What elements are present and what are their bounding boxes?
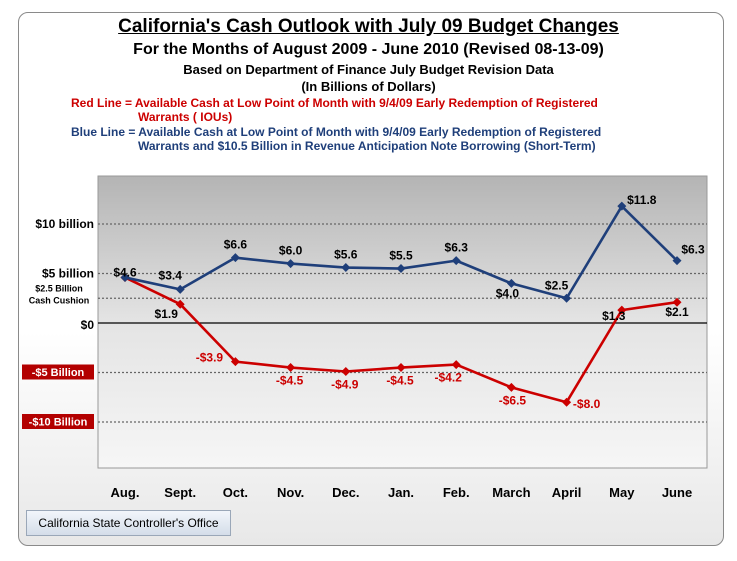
chart-subtitle-units: (In Billions of Dollars) xyxy=(301,79,436,94)
red-data-point xyxy=(451,360,461,370)
red-data-point xyxy=(617,305,627,315)
blue-data-point xyxy=(341,263,351,273)
blue-data-label: $6.3 xyxy=(681,243,705,257)
blue-data-point xyxy=(286,259,296,269)
x-tick-label: Jan. xyxy=(388,485,414,500)
x-tick-label: March xyxy=(492,485,530,500)
red-data-label: -$6.5 xyxy=(499,393,527,407)
x-tick-label: Sept. xyxy=(164,485,196,500)
blue-data-label: $5.6 xyxy=(334,248,358,262)
red-data-label: $1.3 xyxy=(602,309,626,323)
red-data-label: -$4.9 xyxy=(331,378,359,392)
chart-subtitle-source: Based on Department of Finance July Budg… xyxy=(183,62,554,77)
x-tick-label: April xyxy=(552,485,582,500)
blue-data-point xyxy=(451,256,461,266)
ref-neg-5-label: -$5 Billion xyxy=(32,367,85,379)
blue-data-label: $4.6 xyxy=(113,265,137,279)
x-tick-label: Dec. xyxy=(332,485,359,500)
blue-data-point xyxy=(672,256,682,266)
blue-data-label: $6.6 xyxy=(224,238,248,252)
blue-data-label: $5.5 xyxy=(389,249,413,263)
x-tick-label: May xyxy=(609,485,635,500)
red-data-point xyxy=(286,363,296,373)
red-series: $1.9 -$3.9 -$4.5 -$4.9 -$4.5 -$4.2 -$6.5 -$8.0 $… xyxy=(120,272,689,411)
blue-data-point xyxy=(120,272,130,282)
blue-data-point xyxy=(230,253,240,263)
blue-data-label: $4.0 xyxy=(496,286,520,300)
legend-red-line2: Warrants ( IOUs) xyxy=(138,110,233,124)
x-tick-label: Feb. xyxy=(443,485,470,500)
red-data-point xyxy=(175,299,185,309)
red-data-point xyxy=(562,397,572,407)
legend-blue-line1: Blue Line = Available Cash at Low Point … xyxy=(71,125,602,139)
ref-neg-10-label: -$10 Billion xyxy=(29,417,88,429)
x-tick-label: Nov. xyxy=(277,485,304,500)
blue-data-label: $3.4 xyxy=(159,268,183,282)
ref-10-label: $10 billion xyxy=(35,217,94,231)
cash-cushion-label: $2.5 Billion Cash Cushion xyxy=(29,283,90,305)
x-tick-label: June xyxy=(662,485,692,500)
ref-neg-5-badge xyxy=(22,364,94,380)
legend-blue-line2: Warrants and $10.5 Billion in Revenue An… xyxy=(138,139,596,153)
x-tick-label: Aug. xyxy=(111,485,140,500)
plot-area xyxy=(97,175,708,469)
red-data-point xyxy=(396,363,406,373)
x-tick-label: Oct. xyxy=(223,485,248,500)
blue-data-label: $2.5 xyxy=(545,278,569,292)
chart-title: California's Cash Outlook with July 09 B… xyxy=(118,16,619,37)
red-data-point xyxy=(341,367,351,377)
red-data-point xyxy=(672,297,682,307)
legend-red-line1: Red Line = Available Cash at Low Point o… xyxy=(71,96,598,110)
ref-neg-10-badge xyxy=(22,414,94,429)
red-data-label: $2.1 xyxy=(665,305,689,319)
chart-subtitle-period: For the Months of August 2009 - June 201… xyxy=(133,41,604,58)
red-data-label: -$4.5 xyxy=(276,374,304,388)
source-footer: California State Controller's Office xyxy=(26,510,231,536)
blue-data-label: $6.0 xyxy=(279,244,303,258)
blue-data-point xyxy=(506,278,516,288)
ref-5-label: $5 billion xyxy=(42,267,94,281)
blue-data-point xyxy=(617,201,627,211)
red-data-label: $1.9 xyxy=(155,307,179,321)
red-data-label: -$4.5 xyxy=(386,374,414,388)
blue-data-point xyxy=(562,293,572,303)
red-data-label: -$4.2 xyxy=(435,371,463,385)
red-data-label: -$8.0 xyxy=(573,397,601,411)
blue-data-point xyxy=(175,284,185,294)
blue-series: $4.6 $3.4 $6.6 $6.0 $5.6 $5.5 $6.3 $4.0 $2.5 $11.… xyxy=(113,193,705,303)
red-data-point xyxy=(230,357,240,367)
red-data-label: -$3.9 xyxy=(196,351,224,365)
blue-data-point xyxy=(396,264,406,274)
red-data-point xyxy=(506,382,516,392)
blue-data-label: $6.3 xyxy=(445,241,469,255)
blue-data-label: $11.8 xyxy=(627,193,657,207)
ref-0-label: $0 xyxy=(81,318,95,332)
